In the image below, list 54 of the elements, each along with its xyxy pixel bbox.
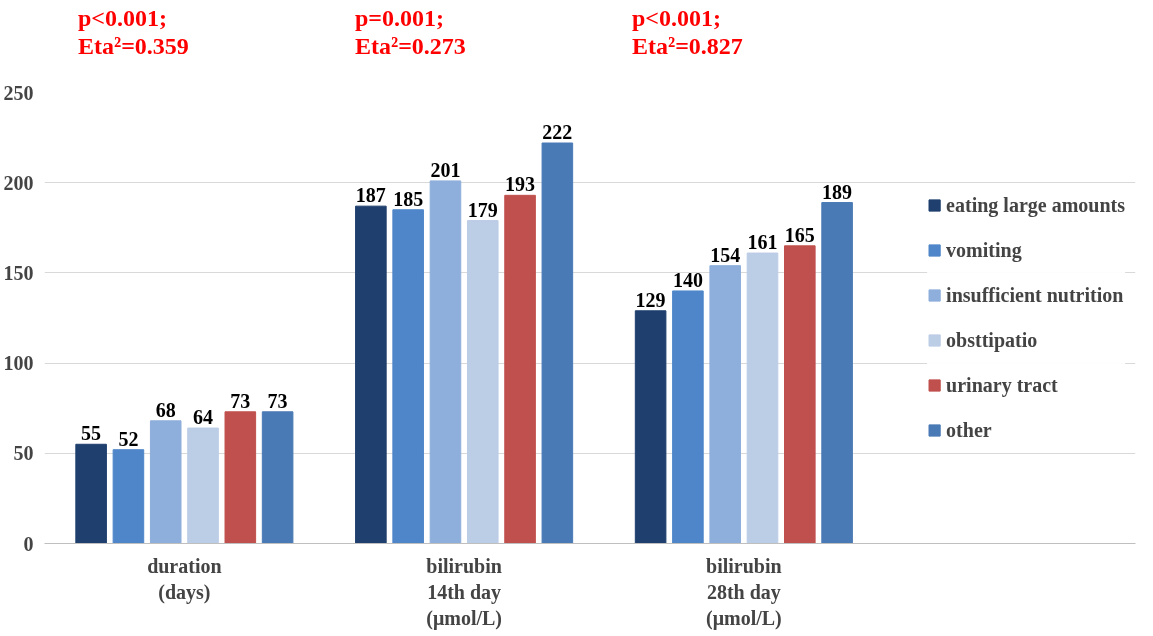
- data-label: 161: [747, 231, 778, 254]
- data-label: 154: [710, 243, 741, 266]
- bar: [634, 310, 667, 544]
- data-label: 185: [393, 187, 424, 210]
- y-tick-label: 50: [13, 442, 34, 465]
- bar: [392, 209, 424, 544]
- legend-label: urinary tract: [946, 373, 1058, 397]
- data-label: 64: [193, 406, 214, 429]
- data-label: 52: [118, 427, 139, 450]
- x-tick-label: bilirubin 14th day (μmol/L): [426, 554, 503, 631]
- y-tick-label: 150: [3, 261, 34, 284]
- data-label: 129: [635, 288, 666, 311]
- bar: [429, 180, 462, 544]
- legend-label: vomiting: [946, 238, 1022, 262]
- legend-label: other: [946, 418, 992, 442]
- bar: [821, 202, 853, 544]
- data-label: 73: [230, 389, 251, 412]
- bar: [224, 411, 257, 544]
- bar: [504, 194, 536, 544]
- legend-label: insufficient nutrition: [946, 283, 1124, 307]
- bar: [261, 411, 294, 544]
- data-label: 68: [155, 398, 176, 421]
- bar: [466, 220, 499, 544]
- data-label: 201: [430, 158, 461, 181]
- legend-label: eating large amounts: [946, 193, 1125, 217]
- data-label: 73: [267, 389, 288, 412]
- bar: [746, 252, 779, 544]
- text: p=0.001; Eta²=0.273: [355, 5, 466, 61]
- data-label: 140: [672, 268, 703, 291]
- bar: [149, 420, 182, 544]
- bar: [541, 142, 574, 544]
- y-tick-label: 200: [3, 171, 34, 194]
- text: p<0.001; Eta²=0.827: [632, 5, 743, 61]
- legend-label: obsttipatio: [946, 328, 1038, 352]
- data-label: 193: [505, 173, 536, 196]
- bar: [709, 265, 741, 544]
- x-tick-label: duration (days): [147, 554, 222, 604]
- bar: [784, 245, 816, 544]
- bar: [187, 427, 219, 544]
- data-label: 179: [467, 198, 498, 221]
- x-tick-label: bilirubin 28th day (μmol/L): [705, 554, 782, 631]
- data-label: 222: [542, 121, 573, 144]
- bar: [112, 449, 145, 544]
- data-label: 189: [822, 180, 853, 203]
- data-label: 187: [355, 184, 386, 207]
- bar: [355, 205, 387, 544]
- y-tick-label: 100: [3, 352, 34, 375]
- y-tick-label: 250: [3, 81, 34, 104]
- text: p<0.001; Eta²=0.359: [78, 5, 189, 61]
- data-label: 55: [81, 422, 102, 445]
- bar: [75, 443, 107, 544]
- data-label: 165: [784, 223, 815, 246]
- y-tick-label: 0: [23, 532, 34, 555]
- bar: [672, 290, 704, 544]
